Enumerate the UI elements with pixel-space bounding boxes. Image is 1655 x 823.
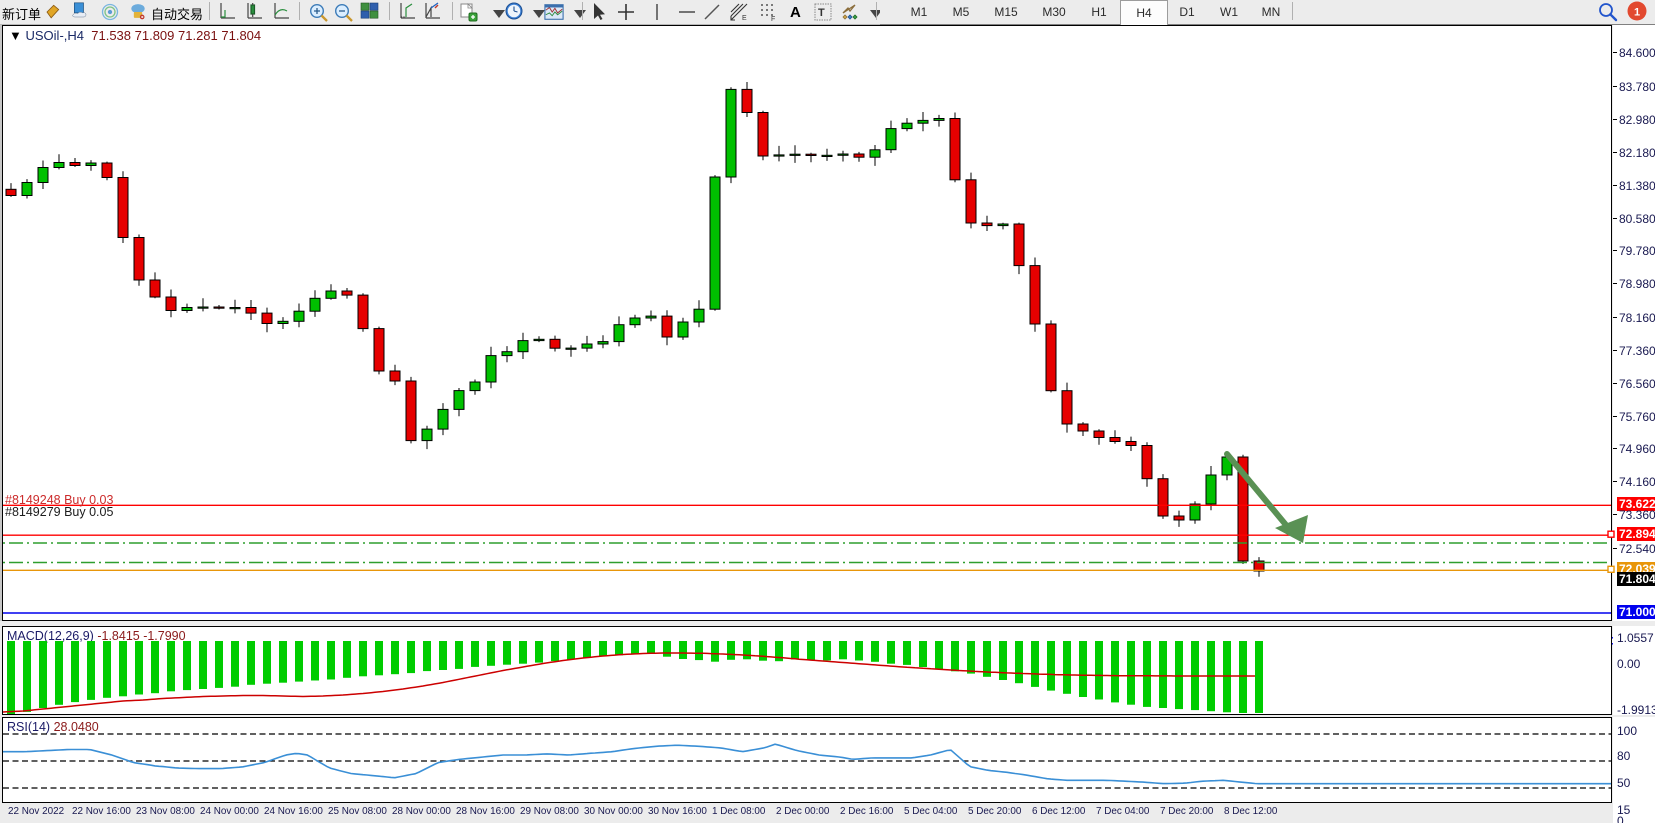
svg-text:F: F (771, 16, 775, 22)
svg-text:E: E (742, 15, 747, 22)
svg-text:#8149279 Buy 0.05: #8149279 Buy 0.05 (5, 505, 113, 519)
svg-text:T: T (818, 7, 825, 19)
svg-text:1: 1 (1634, 7, 1640, 19)
